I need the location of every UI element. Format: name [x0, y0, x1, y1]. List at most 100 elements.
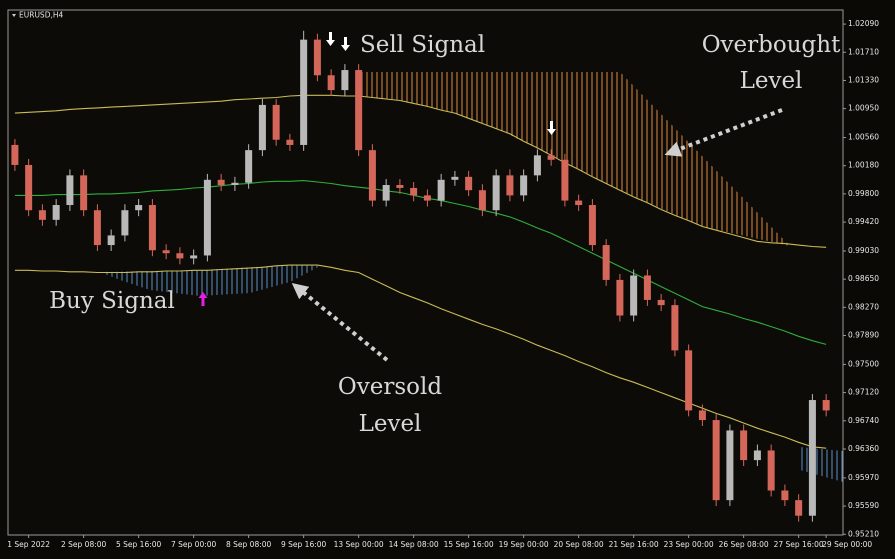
candle-body [190, 255, 198, 259]
y-tick-label: 1.00560 [848, 133, 879, 142]
annotation: Oversold [338, 374, 442, 400]
candle-body [616, 279, 624, 316]
candle-body [148, 205, 156, 251]
candle-body [396, 185, 404, 188]
annotation: Sell Signal [360, 32, 485, 58]
candle-body [286, 139, 294, 145]
candle-body [588, 205, 596, 246]
candle-body [327, 75, 335, 91]
candle-body [643, 275, 651, 300]
candle-body [657, 299, 665, 306]
candle-body [740, 430, 748, 461]
axes: 1.02090 1.01710 1.01330 1.00950 1.00560 1.001… [7, 19, 879, 549]
y-tick-label: 0.98650 [848, 274, 879, 283]
y-tick-label: 0.98270 [848, 302, 879, 311]
x-tick-label: 15 Sep 16:00 [444, 540, 494, 549]
candle-body [767, 450, 775, 491]
band-line [14, 94, 827, 248]
x-tick-label: 5 Sep 16:00 [116, 540, 162, 549]
candle-body [258, 104, 266, 151]
x-tick-label: 20 Sep 08:00 [554, 540, 604, 549]
y-tick-label: 0.99800 [848, 189, 879, 198]
candle-body [38, 210, 46, 220]
y-tick-label: 0.99420 [848, 217, 879, 226]
candle-body [602, 245, 610, 280]
annotation: Buy Signal [49, 288, 175, 314]
y-tick-label: 0.95590 [848, 501, 879, 510]
sell-arrow [547, 121, 556, 135]
candle-body [66, 175, 74, 206]
candle-body [451, 176, 459, 180]
y-tick-label: 0.95210 [848, 529, 879, 538]
candle-body [162, 250, 170, 254]
candle-body [685, 350, 693, 411]
candle-body [135, 205, 143, 211]
candle-body [822, 400, 830, 411]
candle-body [465, 176, 473, 191]
candle-body [630, 275, 638, 316]
candle-body [341, 70, 349, 91]
overbought-fill [360, 72, 790, 246]
x-tick-label: 27 Sep 16:00 [774, 540, 824, 549]
y-tick-label: 1.01330 [848, 75, 879, 84]
candle-body [712, 420, 720, 501]
pointer-arrow [664, 108, 783, 157]
x-tick-label: 29 Sep 00:00 [822, 540, 872, 549]
sell-arrow [341, 37, 350, 51]
x-tick-label: 19 Sep 00:00 [499, 540, 549, 549]
candle-body [478, 190, 486, 211]
pointer-arrow [291, 282, 389, 362]
candles [11, 30, 830, 522]
oversold-fill [100, 265, 320, 296]
candle-body [272, 104, 280, 140]
candle-body [355, 70, 363, 151]
sell-arrows [326, 32, 556, 135]
sell-arrow [326, 32, 335, 46]
y-tick-label: 1.00950 [848, 104, 879, 113]
y-tick-label: 0.95970 [848, 473, 879, 482]
candle-body [217, 179, 225, 185]
candle-body [492, 175, 500, 211]
annotation: Level [359, 411, 422, 437]
candle-body [575, 200, 583, 206]
y-tick-label: 0.99030 [848, 246, 879, 255]
candle-body [410, 187, 418, 196]
y-tick-label: 1.02090 [848, 19, 879, 28]
annotation: Overbought [702, 32, 841, 58]
y-tick-label: 1.00180 [848, 161, 879, 170]
x-tick-label: 7 Sep 00:00 [171, 540, 217, 549]
candle-body [671, 305, 679, 351]
y-tick-label: 0.97120 [848, 388, 879, 397]
candle-body [698, 410, 706, 421]
candle-body [231, 182, 239, 185]
x-tick-label: 9 Sep 16:00 [281, 540, 327, 549]
candle-body [203, 179, 211, 256]
candle-body [533, 155, 541, 176]
candle-body [520, 175, 528, 196]
candle-body [561, 159, 569, 201]
candle-body [781, 490, 789, 501]
candle-body [368, 150, 376, 201]
candle-body [808, 400, 816, 516]
band-line [14, 180, 827, 345]
candle-body [437, 179, 445, 201]
candle-body [506, 175, 514, 196]
y-tick-label: 0.97890 [848, 331, 879, 340]
x-tick-label: 2 Sep 08:00 [61, 540, 107, 549]
candle-body [726, 430, 734, 501]
x-tick-label: 23 Sep 00:00 [664, 540, 714, 549]
candle-body [121, 210, 129, 236]
candle-body [25, 164, 33, 211]
menu-triangle [12, 14, 16, 17]
candle-body [547, 155, 555, 160]
y-tick-label: 0.97500 [848, 359, 879, 368]
candle-body [11, 144, 19, 165]
y-tick-label: 1.01710 [848, 47, 879, 56]
x-tick-label: 21 Sep 16:00 [609, 540, 659, 549]
candle-body [93, 210, 101, 246]
y-tick-label: 0.96360 [848, 444, 879, 453]
x-tick-label: 1 Sep 2022 [7, 540, 50, 549]
candle-body [107, 235, 115, 246]
candle-body [52, 205, 60, 220]
